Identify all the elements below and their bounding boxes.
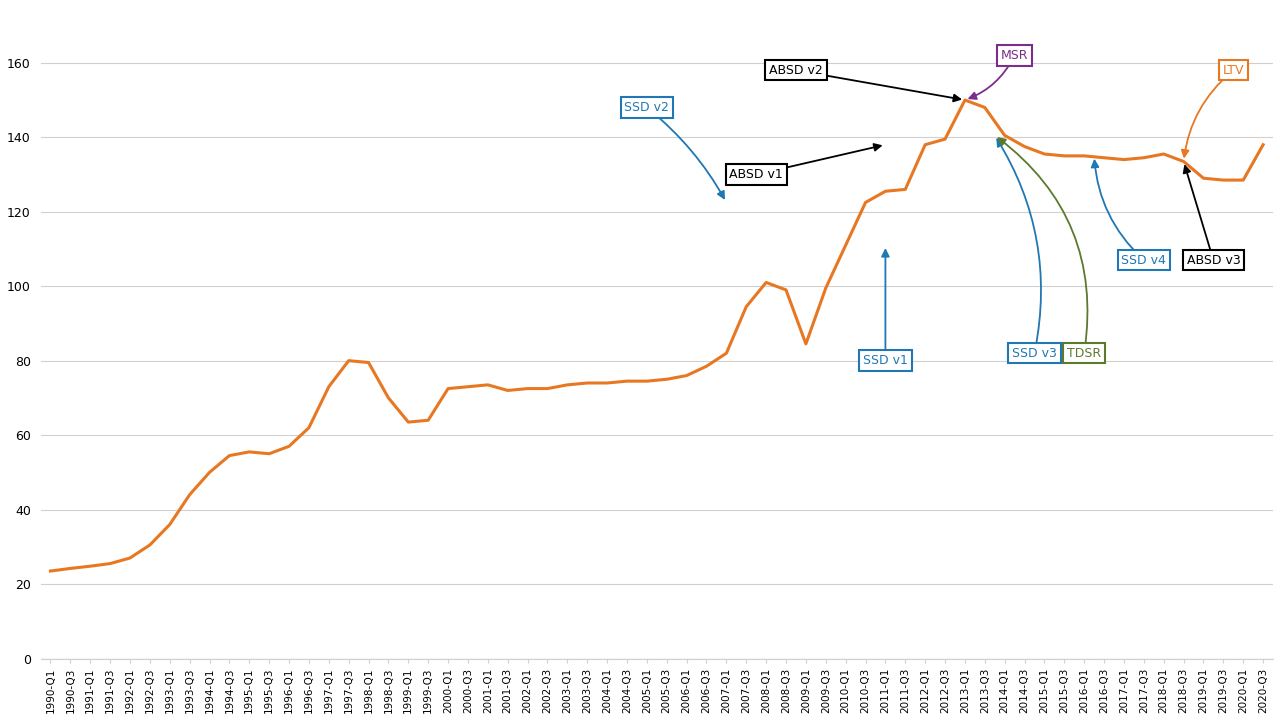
Text: MSR: MSR (1001, 49, 1028, 62)
Text: ABSD v1: ABSD v1 (730, 168, 783, 181)
Text: ABSD v2: ABSD v2 (769, 64, 823, 77)
Text: LTV: LTV (1222, 64, 1244, 77)
Text: SSD v1: SSD v1 (863, 354, 908, 367)
Text: SSD v3: SSD v3 (1012, 347, 1057, 360)
Text: SSD v4: SSD v4 (1121, 253, 1166, 266)
Text: TDSR: TDSR (1068, 347, 1101, 360)
Text: SSD v2: SSD v2 (625, 101, 669, 114)
Text: ABSD v3: ABSD v3 (1187, 253, 1240, 266)
